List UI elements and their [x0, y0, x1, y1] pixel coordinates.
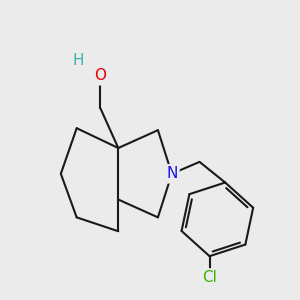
Text: N: N [166, 166, 178, 181]
Text: O: O [94, 68, 106, 83]
Text: H: H [73, 53, 84, 68]
Text: Cl: Cl [202, 271, 217, 286]
